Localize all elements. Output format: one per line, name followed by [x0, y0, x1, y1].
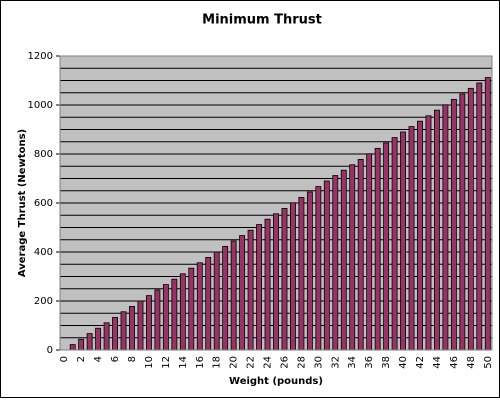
x-tick-label: 26 [279, 356, 290, 369]
x-tick-label: 6 [110, 356, 121, 362]
x-tick-label: 12 [161, 356, 172, 369]
bar [256, 224, 262, 351]
bar [69, 344, 76, 351]
bar [484, 77, 491, 351]
bar [417, 120, 423, 351]
bar [374, 147, 381, 351]
x-tick-label: 16 [195, 356, 206, 369]
bar [222, 245, 229, 351]
bar [78, 338, 85, 351]
x-tick-label: 50 [483, 356, 494, 369]
bar [179, 273, 186, 351]
x-tick-label: 0 [59, 356, 70, 362]
bar [400, 131, 406, 351]
bar [306, 191, 313, 351]
x-tick-label: 44 [432, 356, 443, 369]
y-tick-label: 1200 [28, 51, 53, 62]
x-tick-label: 42 [415, 356, 426, 369]
bar [188, 267, 195, 351]
x-tick-label: 30 [313, 356, 324, 369]
bar [332, 175, 339, 351]
x-axis-label: Weight (pounds) [229, 376, 323, 387]
bar [476, 82, 483, 351]
x-tick-label: 46 [449, 356, 460, 369]
x-tick-label: 10 [144, 356, 155, 369]
bar [315, 186, 322, 351]
bar [103, 322, 110, 351]
bar [442, 104, 449, 351]
x-tick-label: 14 [178, 356, 189, 369]
bar [239, 235, 246, 351]
bar [86, 333, 93, 351]
plot-border [59, 55, 493, 351]
x-tick-label: 24 [263, 356, 274, 369]
bar [205, 256, 212, 351]
bar [120, 311, 127, 351]
bar [450, 98, 457, 351]
bar [171, 278, 178, 351]
chart-title: Minimum Thrust [202, 13, 322, 28]
bar [467, 87, 474, 351]
bar [289, 202, 296, 351]
bar [162, 284, 169, 351]
bar [137, 300, 144, 351]
x-tick-label: 38 [381, 356, 392, 369]
x-tick-label: 34 [347, 356, 358, 369]
x-tick-label: 36 [364, 356, 375, 369]
x-tick-label: 48 [466, 356, 477, 369]
x-tick-label: 18 [212, 356, 223, 369]
bar [349, 164, 356, 351]
bar [323, 180, 330, 351]
bar [459, 93, 466, 351]
y-tick-label: 800 [34, 149, 53, 160]
bar [273, 213, 279, 351]
x-tick-label: 4 [93, 356, 104, 362]
bar [112, 317, 118, 351]
bar [357, 158, 364, 351]
y-axis-label: Average Thrust (Newtons) [17, 129, 28, 277]
y-tick-label: 600 [34, 198, 53, 209]
x-tick-label: 8 [127, 356, 138, 362]
bar [391, 137, 398, 351]
bar [247, 229, 254, 351]
bar [281, 207, 288, 351]
y-tick-label: 400 [34, 247, 53, 258]
y-tick-label: 1000 [28, 100, 53, 111]
bar [145, 295, 152, 351]
x-tick-label: 20 [229, 356, 240, 369]
x-tick-label: 22 [246, 356, 257, 369]
bar [95, 327, 102, 351]
y-tick-label: 200 [34, 296, 53, 307]
bar [298, 196, 305, 351]
bar [433, 109, 440, 351]
bar [154, 289, 161, 351]
bar [383, 142, 390, 351]
x-tick-label: 28 [296, 356, 307, 369]
bar [213, 251, 220, 351]
bar [425, 115, 432, 351]
bar [340, 169, 347, 351]
bar [230, 240, 237, 351]
y-tick-label: 0 [47, 345, 53, 356]
bar [196, 262, 203, 351]
bar [129, 305, 135, 351]
bar [366, 153, 373, 351]
x-tick-label: 40 [398, 356, 409, 369]
bar [408, 126, 415, 351]
x-tick-label: 32 [330, 356, 341, 369]
x-tick-label: 2 [76, 356, 87, 362]
bar [264, 218, 271, 351]
